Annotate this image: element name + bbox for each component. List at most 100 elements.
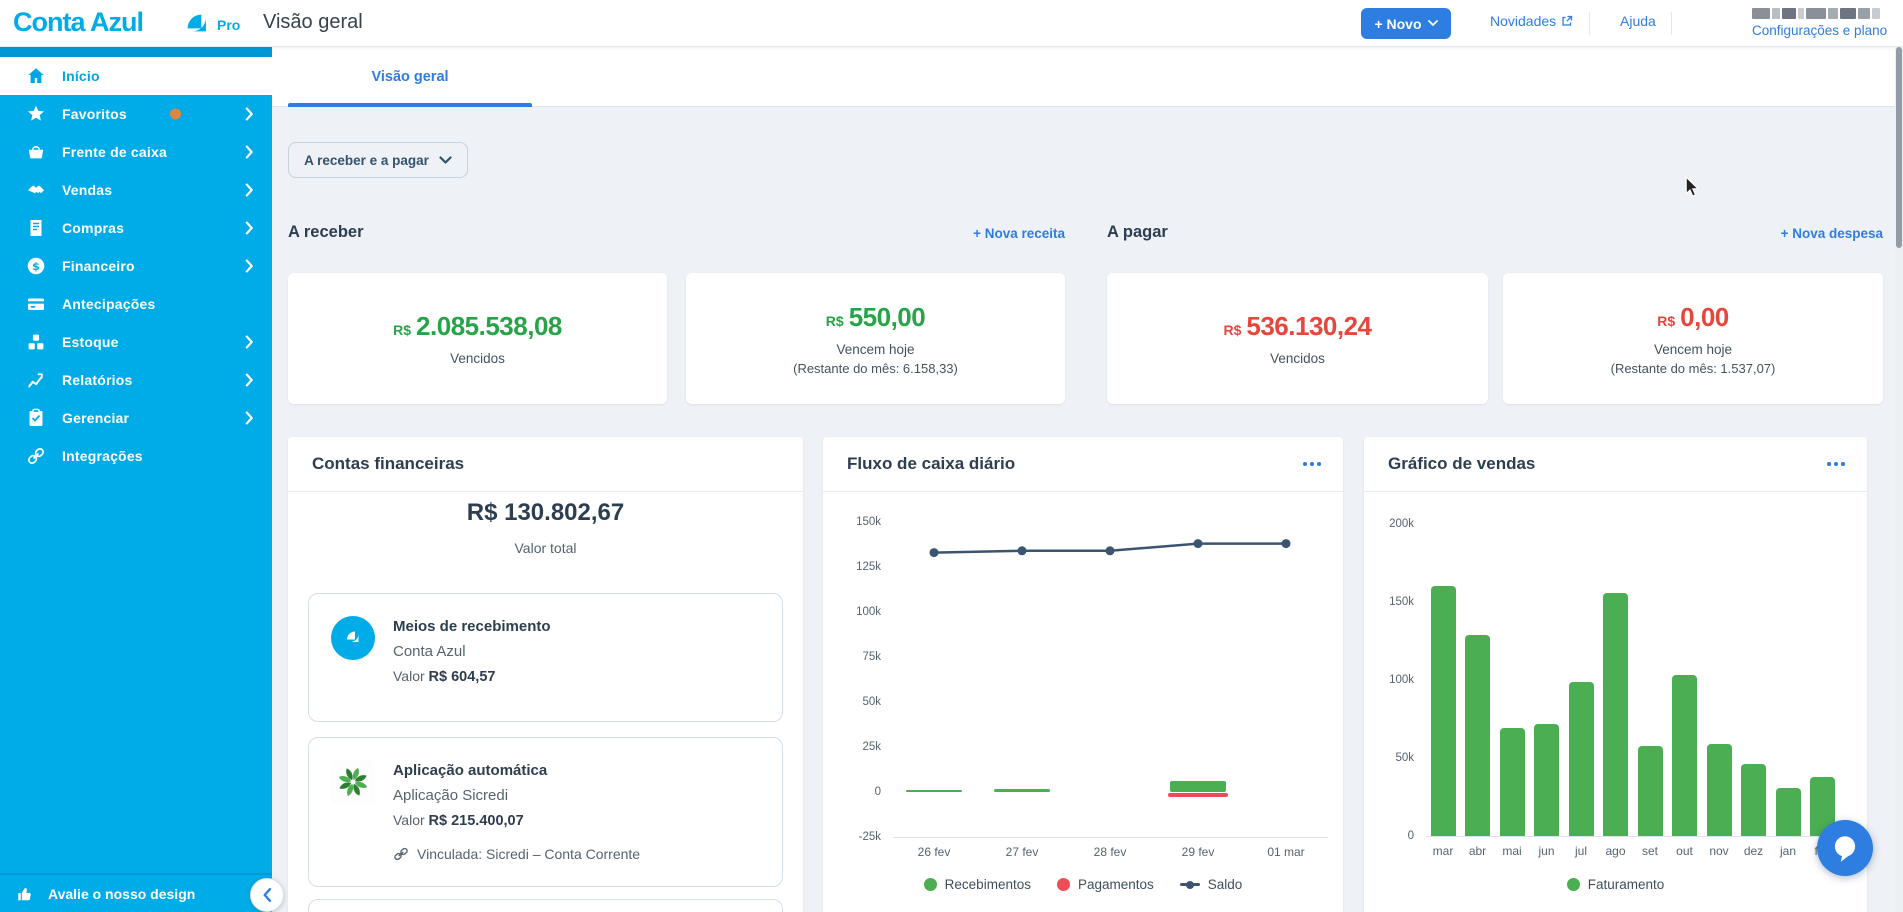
- chart-legend: Recebimentos Pagamentos Saldo: [823, 877, 1343, 892]
- y-axis-tick: 125k: [856, 561, 881, 573]
- receivables-due-today-amount: R$ 550,00: [825, 301, 926, 332]
- user-avatar[interactable]: [1694, 2, 1744, 45]
- recebimentos-bar: [994, 789, 1050, 792]
- faturamento-bar-jun: [1534, 724, 1559, 836]
- novidades-link[interactable]: Novidades: [1490, 13, 1573, 29]
- payables-title: A pagar: [1107, 223, 1168, 241]
- sidebar-item-label: Compras: [62, 220, 125, 236]
- clipboard-icon: [26, 408, 46, 428]
- page-title: Visão geral: [263, 11, 363, 33]
- account-item-meios-de-recebimento[interactable]: Meios de recebimento Conta Azul Valor R$ 6…: [308, 593, 783, 722]
- chevron-left-icon: [263, 888, 272, 902]
- sidebar-item-relatorios[interactable]: Relatórios: [0, 361, 272, 399]
- sidebar-item-label: Integrações: [62, 448, 143, 464]
- redacted-user-name: [1752, 8, 1887, 19]
- x-axis-label: ago: [1605, 844, 1626, 858]
- collapse-sidebar-button[interactable]: [250, 878, 284, 912]
- receivables-due-today-card[interactable]: R$ 550,00 Vencem hoje (Restante do mês: …: [686, 273, 1065, 404]
- user-menu[interactable]: Configurações e plano: [1752, 8, 1887, 38]
- x-axis-label: 28 fev: [1093, 845, 1127, 859]
- y-axis-tick: 100k: [1389, 674, 1414, 686]
- home-icon: [26, 66, 46, 86]
- sidebar-item-label: Estoque: [62, 334, 119, 350]
- novo-button[interactable]: + Novo: [1361, 8, 1451, 39]
- sidebar-item-label: Favoritos: [62, 106, 127, 122]
- sidebar-item-vendas[interactable]: Vendas: [0, 171, 272, 209]
- conta-azul-logo-text: Conta Azul: [13, 7, 144, 37]
- conta-azul-logo-icon: [183, 11, 209, 40]
- sidebar-item-compras[interactable]: Compras: [0, 209, 272, 247]
- financial-accounts-title: Contas financeiras: [312, 454, 465, 473]
- boxes-icon: [26, 332, 46, 352]
- sidebar-item-label: Financeiro: [62, 258, 135, 274]
- y-axis-tick: 0: [874, 786, 881, 798]
- account-value: Valor R$ 215.400,07: [393, 812, 524, 829]
- sidebar-item-gerenciar[interactable]: Gerenciar: [0, 399, 272, 437]
- chat-bubble-icon: [1834, 836, 1856, 862]
- sidebar-item-antecipacoes[interactable]: Antecipações: [0, 285, 272, 323]
- account-item-aplicacao-automatica[interactable]: Aplicação automática Aplicação Sicredi Val…: [308, 737, 783, 887]
- vertical-scrollbar[interactable]: [1895, 47, 1903, 912]
- link-icon: [26, 446, 46, 466]
- sidebar-item-integracoes[interactable]: Integrações: [0, 437, 272, 475]
- sidebar-item-label: Antecipações: [62, 296, 156, 312]
- account-linked-text: Vinculada: Sicredi – Conta Corrente: [417, 846, 641, 862]
- y-axis-tick: 200k: [1389, 518, 1414, 530]
- faturamento-bar-nov: [1706, 744, 1732, 836]
- active-tab-underline: [288, 103, 532, 107]
- faturamento-bar-dez: [1741, 764, 1766, 836]
- nova-receita-link[interactable]: + Nova receita: [973, 226, 1065, 241]
- configuracoes-link[interactable]: Configurações e plano: [1752, 23, 1888, 38]
- payables-due-today-card[interactable]: R$ 0,00 Vencem hoje (Restante do mês: 1.…: [1503, 273, 1883, 404]
- thumbs-up-icon: [16, 885, 34, 903]
- x-axis-label: mai: [1502, 844, 1522, 858]
- faturamento-bar-mai: [1499, 728, 1525, 836]
- more-options-icon[interactable]: [1827, 462, 1845, 466]
- filter-dropdown[interactable]: A receber e a pagar: [288, 142, 468, 178]
- recebimentos-bar: [1170, 781, 1226, 792]
- scrollbar-thumb[interactable]: [1896, 47, 1902, 248]
- account-item-partial[interactable]: [308, 899, 783, 912]
- sales-chart-title: Gráfico de vendas: [1388, 454, 1536, 473]
- x-axis-label: set: [1641, 844, 1658, 858]
- payables-overdue-label: Vencidos: [1270, 351, 1325, 366]
- payables-overdue-card[interactable]: R$ 536.130,24 Vencidos: [1107, 273, 1488, 404]
- legend-marker: [1179, 880, 1200, 889]
- legend-item-recebimentos: Recebimentos: [923, 877, 1031, 892]
- chart-legend: Faturamento: [1364, 877, 1867, 892]
- ajuda-link[interactable]: Ajuda: [1620, 13, 1656, 29]
- sidebar-item-estoque[interactable]: Estoque: [0, 323, 272, 361]
- chain-link-icon: [394, 847, 408, 861]
- novidades-label: Novidades: [1490, 13, 1557, 29]
- sidebar-item-favoritos[interactable]: Favoritos: [0, 95, 272, 133]
- payables-due-today-label: Vencem hoje: [1653, 341, 1733, 357]
- sidebar-item-label: Relatórios: [62, 372, 133, 388]
- legend-marker: [923, 878, 937, 891]
- chevron-down-icon: [439, 155, 452, 164]
- saldo-line-series: [823, 437, 1343, 904]
- more-options-icon[interactable]: [1303, 462, 1321, 466]
- x-axis-label: 27 fev: [1005, 845, 1039, 859]
- chevron-right-icon: [245, 335, 254, 349]
- account-linked: Vinculada: Sicredi – Conta Corrente: [393, 846, 640, 862]
- chart-icon: [26, 370, 46, 390]
- sidebar-footer[interactable]: Avalie o nosso design: [0, 873, 284, 912]
- nova-despesa-link[interactable]: + Nova despesa: [1780, 226, 1883, 241]
- tab-visao-geral[interactable]: Visão geral: [288, 47, 532, 107]
- star-icon: [26, 104, 46, 124]
- sidebar-item-frente-de-caixa[interactable]: Frente de caixa: [0, 133, 272, 171]
- sidebar-item-financeiro[interactable]: $ Financeiro: [0, 247, 272, 285]
- document-icon: [26, 218, 46, 238]
- chevron-down-icon: [1427, 20, 1438, 27]
- main-content: Visão geral A receber e a pagar A recebe…: [272, 47, 1903, 912]
- dollar-icon: $: [26, 256, 46, 276]
- accounts-total-label: Valor total: [514, 540, 577, 556]
- payables-header: A pagar: [1107, 223, 1168, 245]
- receivables-overdue-card[interactable]: R$ 2.085.538,08 Vencidos: [288, 273, 667, 404]
- y-axis-tick: 50k: [1395, 752, 1414, 764]
- x-axis-label: nov: [1709, 844, 1729, 858]
- sidebar-item-inicio[interactable]: Início: [0, 57, 272, 95]
- chat-widget-button[interactable]: [1817, 820, 1873, 876]
- sidebar-item-label: Vendas: [62, 182, 113, 198]
